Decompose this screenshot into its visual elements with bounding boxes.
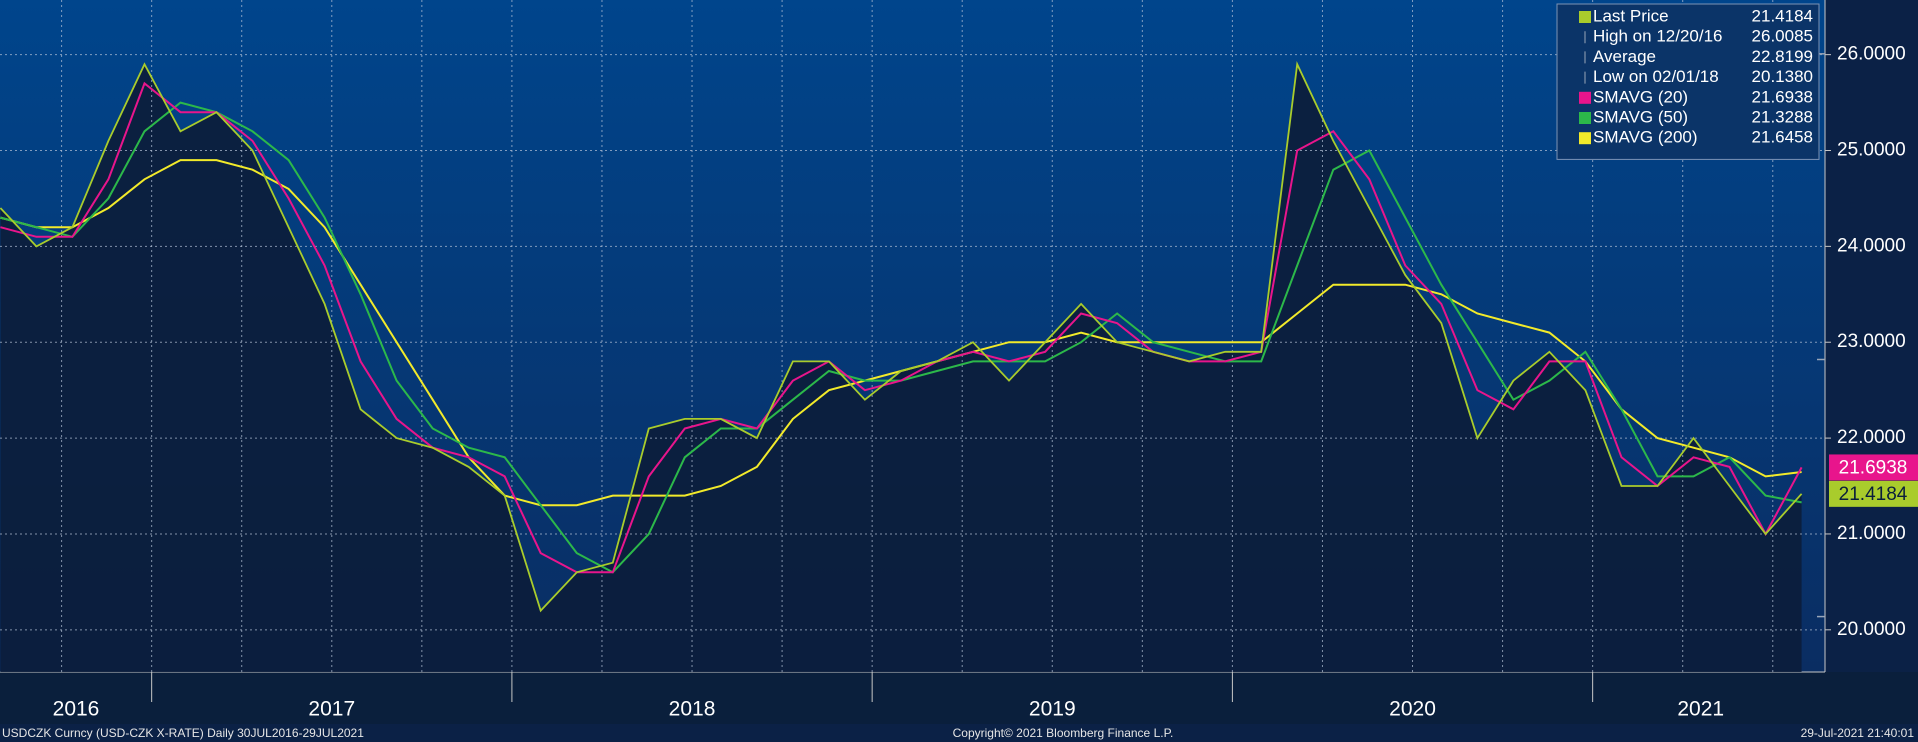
footer-center: Copyright© 2021 Bloomberg Finance L.P.: [953, 726, 1174, 740]
legend-value: 20.1380: [1752, 67, 1813, 86]
footer-left: USDCZK Curncy (USD-CZK X-RATE) Daily 30J…: [2, 726, 364, 740]
legend-label: High on 12/20/16: [1593, 27, 1723, 46]
y-tick-label: 24.0000: [1837, 235, 1906, 256]
legend-value: 21.4184: [1752, 6, 1813, 25]
legend-label: Last Price: [1593, 6, 1669, 25]
year-strip: [0, 672, 1918, 724]
series-line: [0, 61, 1803, 613]
y-tick-label: 26.0000: [1837, 44, 1906, 65]
legend-label: SMAVG (20): [1593, 87, 1688, 106]
legend-label: SMAVG (200): [1593, 128, 1698, 147]
x-tick-label: 2017: [308, 698, 355, 721]
legend: Last Price 21.4184 High on 12/20/16 26.0085…: [1556, 3, 1820, 160]
price-area: [0, 64, 1802, 672]
y-tick-label: 21.0000: [1837, 523, 1906, 544]
x-tick-label: 2016: [53, 698, 100, 721]
x-tick-label: 2021: [1677, 698, 1724, 721]
footer-right: 29-Jul-2021 21:40:01: [1801, 726, 1915, 740]
price-tag: [1829, 480, 1918, 507]
series-line: [0, 81, 1803, 574]
legend-value: 21.6458: [1752, 128, 1813, 147]
x-tick-label: 2019: [1029, 698, 1076, 721]
y-tick-label: 22.0000: [1837, 427, 1906, 448]
legend-swatch: [1579, 91, 1591, 104]
legend-value: 21.3288: [1752, 107, 1813, 126]
y-tick-label: 25.0000: [1837, 140, 1906, 161]
y-tick-label: 23.0000: [1837, 331, 1906, 352]
legend-value: 21.6938: [1752, 87, 1813, 106]
legend-swatch: [1579, 112, 1591, 124]
legend-value: 26.0085: [1752, 27, 1813, 46]
legend-box: [1556, 3, 1820, 160]
y-tick-label: 20.0000: [1837, 619, 1906, 640]
legend-value: 22.8199: [1752, 47, 1813, 66]
x-tick-label: 2018: [669, 698, 716, 721]
x-tick-label: 2020: [1389, 698, 1436, 721]
legend-swatch: [1579, 132, 1591, 145]
price-tag: [1829, 454, 1918, 481]
legend-label: SMAVG (50): [1593, 107, 1688, 126]
legend-label: Low on 02/01/18: [1593, 67, 1719, 86]
legend-label: Average: [1593, 47, 1656, 66]
price-tag-label: 21.4184: [1839, 484, 1908, 505]
price-tag-label: 21.6938: [1839, 457, 1908, 478]
legend-swatch: [1579, 11, 1591, 23]
